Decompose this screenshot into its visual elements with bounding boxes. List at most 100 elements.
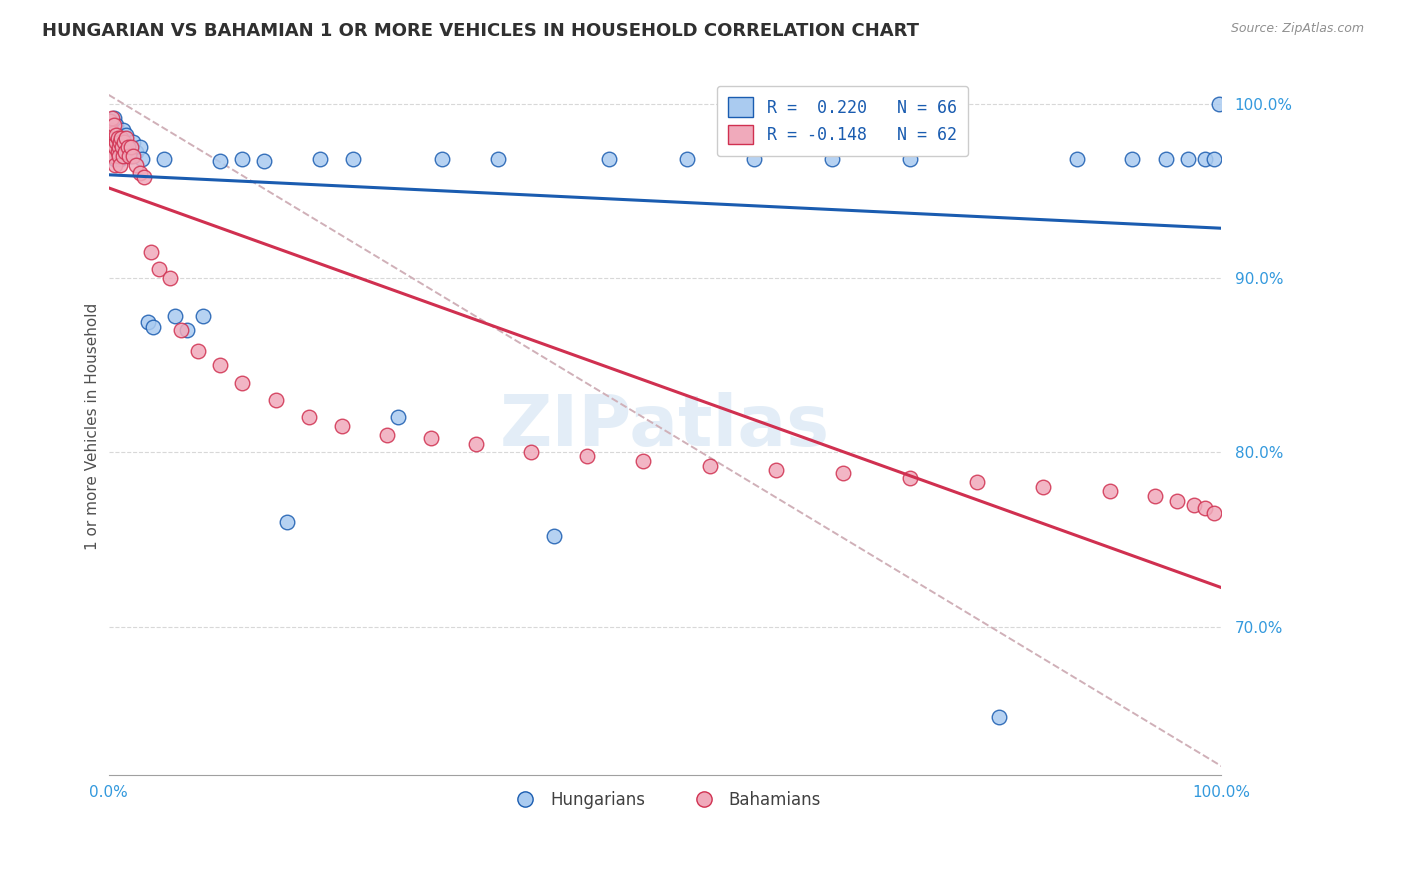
Point <box>114 136 136 151</box>
Point <box>520 445 543 459</box>
Point <box>153 153 176 167</box>
Point <box>111 140 134 154</box>
Point <box>139 244 162 259</box>
Point <box>142 319 165 334</box>
Point <box>464 436 486 450</box>
Point <box>1032 480 1054 494</box>
Point <box>125 158 148 172</box>
Point <box>742 153 765 167</box>
Point <box>107 149 129 163</box>
Point <box>105 128 128 142</box>
Point <box>128 140 150 154</box>
Point <box>98 114 121 128</box>
Point <box>298 410 321 425</box>
Point <box>115 128 138 142</box>
Point <box>103 149 125 163</box>
Point <box>187 344 209 359</box>
Point <box>598 153 620 167</box>
Point <box>101 114 124 128</box>
Point <box>100 140 122 154</box>
Point <box>131 153 153 167</box>
Point <box>118 149 141 163</box>
Point <box>101 131 124 145</box>
Point <box>117 140 139 154</box>
Point <box>543 529 565 543</box>
Text: ZIPatlas: ZIPatlas <box>501 392 830 460</box>
Point <box>105 118 128 132</box>
Point <box>108 140 131 154</box>
Point <box>103 135 125 149</box>
Point <box>231 153 253 167</box>
Point <box>330 419 353 434</box>
Point <box>1177 153 1199 167</box>
Y-axis label: 1 or more Vehicles in Household: 1 or more Vehicles in Household <box>86 302 100 549</box>
Point <box>101 149 124 163</box>
Point <box>1121 153 1143 167</box>
Point <box>576 449 599 463</box>
Point <box>1182 498 1205 512</box>
Legend: Hungarians, Bahamians: Hungarians, Bahamians <box>502 784 828 815</box>
Point <box>387 410 409 425</box>
Point <box>420 431 443 445</box>
Point <box>101 140 124 154</box>
Point <box>193 310 215 324</box>
Point <box>112 149 135 163</box>
Point <box>987 710 1010 724</box>
Point <box>148 262 170 277</box>
Point <box>676 153 699 167</box>
Point <box>100 122 122 136</box>
Point <box>898 471 921 485</box>
Point <box>115 131 138 145</box>
Point <box>107 128 129 142</box>
Point <box>112 140 135 154</box>
Point <box>101 140 124 154</box>
Point <box>1194 501 1216 516</box>
Point <box>107 149 129 163</box>
Point <box>100 140 122 154</box>
Point <box>98 135 121 149</box>
Point <box>108 158 131 172</box>
Point <box>104 153 127 167</box>
Point <box>1099 483 1122 498</box>
Point <box>112 149 135 163</box>
Point <box>104 122 127 136</box>
Point <box>105 135 128 149</box>
Point <box>170 323 193 337</box>
Point <box>1143 489 1166 503</box>
Point <box>1066 153 1088 167</box>
Point <box>832 466 855 480</box>
Point <box>375 427 398 442</box>
Text: Source: ZipAtlas.com: Source: ZipAtlas.com <box>1230 22 1364 36</box>
Point <box>107 136 129 151</box>
Point <box>118 140 141 154</box>
Point <box>101 131 124 145</box>
Point <box>103 118 125 132</box>
Point <box>105 131 128 145</box>
Point <box>1202 506 1225 520</box>
Point <box>176 323 198 337</box>
Point <box>1154 153 1177 167</box>
Point <box>309 153 332 167</box>
Point <box>898 153 921 167</box>
Point <box>101 126 124 140</box>
Point <box>107 131 129 145</box>
Point <box>107 142 129 156</box>
Point <box>966 475 988 489</box>
Point <box>98 135 121 149</box>
Point <box>101 111 124 125</box>
Point <box>103 149 125 163</box>
Point <box>765 463 787 477</box>
Point <box>112 122 135 136</box>
Point <box>264 392 287 407</box>
Point <box>122 135 145 149</box>
Point <box>108 153 131 167</box>
Point <box>159 271 181 285</box>
Point <box>231 376 253 390</box>
Point <box>136 314 159 328</box>
Point <box>1208 96 1230 111</box>
Text: HUNGARIAN VS BAHAMIAN 1 OR MORE VEHICLES IN HOUSEHOLD CORRELATION CHART: HUNGARIAN VS BAHAMIAN 1 OR MORE VEHICLES… <box>42 22 920 40</box>
Point <box>110 131 132 145</box>
Point <box>112 135 135 149</box>
Point <box>125 145 148 160</box>
Point <box>631 454 654 468</box>
